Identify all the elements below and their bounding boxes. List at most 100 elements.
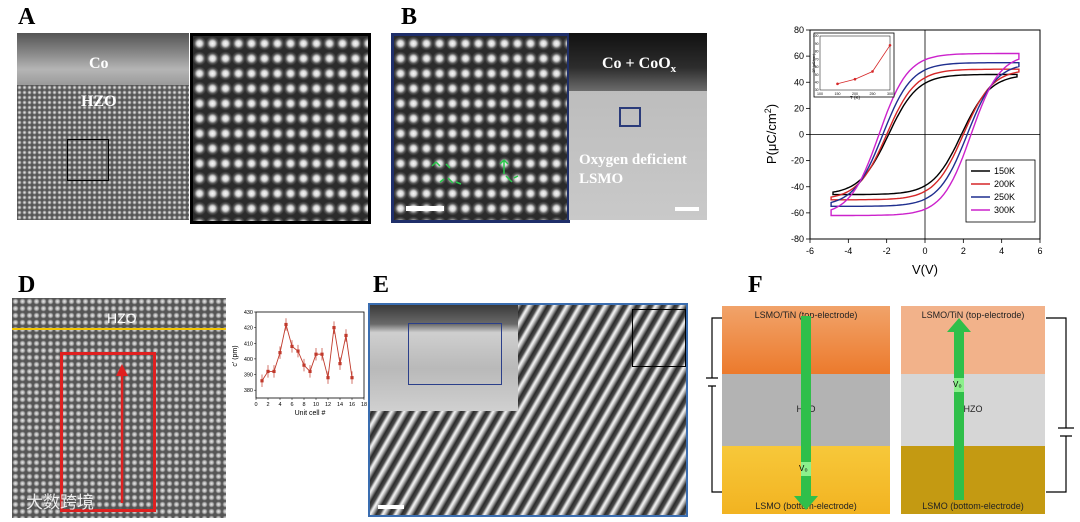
legend: 150K 200K 250K 300K bbox=[971, 166, 1015, 215]
y-tick-label: 380 bbox=[244, 388, 253, 394]
y-tick-label: 60 bbox=[794, 51, 804, 61]
x-tick-label: 4 bbox=[999, 246, 1004, 256]
zoom-region-box bbox=[67, 139, 109, 181]
data-point bbox=[296, 349, 300, 353]
left-circuit bbox=[706, 317, 722, 493]
loop-200K bbox=[830, 68, 1020, 201]
inset-series-line bbox=[837, 45, 891, 85]
inset-y-tick-label: 50 bbox=[815, 73, 819, 77]
hysteresis-loops bbox=[830, 52, 1020, 217]
x-tick-label: 6 bbox=[1037, 246, 1042, 256]
c-prime-vs-unit-cell-chart: 0 2 4 6 8 10 12 14 16 18 380 390 400 410 420 430 Unit c… bbox=[232, 310, 367, 417]
inset-x-tick-label: 100 bbox=[817, 92, 823, 96]
panel-a-label: A bbox=[18, 4, 36, 30]
y-tick-label: -80 bbox=[791, 234, 804, 244]
y-tick-label: 420 bbox=[244, 326, 253, 332]
loop-300K bbox=[830, 52, 1020, 217]
co-coox-label: Co + CoOx bbox=[602, 55, 677, 76]
inset-point bbox=[836, 82, 839, 86]
data-point bbox=[350, 376, 354, 380]
panel-b-stem-overview: Co + CoOx Oxygen deficient LSMO bbox=[569, 33, 707, 220]
hzo-label: HZO bbox=[107, 310, 137, 326]
data-point bbox=[338, 362, 342, 366]
loop-250K bbox=[830, 62, 1020, 207]
data-point bbox=[260, 379, 264, 383]
legend-label: 200K bbox=[994, 179, 1015, 189]
data-point bbox=[308, 369, 312, 374]
inset-y-tick-label: 80 bbox=[815, 50, 819, 54]
y-tick-label: 410 bbox=[244, 341, 253, 347]
inset-point bbox=[853, 77, 857, 81]
panel-e-lattice bbox=[368, 303, 688, 517]
inset-frame bbox=[813, 32, 895, 98]
zoom-region-box bbox=[619, 107, 641, 127]
plot-frame bbox=[255, 311, 365, 399]
x-tick-label: 12 bbox=[325, 402, 331, 408]
inset-y-tick-label: 60 bbox=[815, 65, 819, 69]
hzo-label: HZO bbox=[963, 404, 983, 414]
x-tick-label: 2 bbox=[961, 246, 966, 256]
top-electrode: LSMO/TiN (top-electrode) bbox=[901, 306, 1045, 374]
data-point bbox=[272, 369, 276, 374]
data-point bbox=[320, 352, 324, 356]
top-electrode-label: LSMO/TiN (top-electrode) bbox=[921, 310, 1025, 320]
inset-point bbox=[871, 70, 874, 73]
device-left: LSMO/TiN (top-electrode) HZO LSMO (botto… bbox=[722, 306, 890, 514]
panel-e-label: E bbox=[373, 272, 390, 298]
panel-d-stem-image: HZO bbox=[12, 298, 226, 518]
inset-y-tick-label: 100 bbox=[813, 34, 819, 38]
scale-bar bbox=[675, 207, 699, 211]
y-tick-label: -20 bbox=[791, 156, 804, 166]
legend-label: 150K bbox=[994, 166, 1015, 176]
axis-ticks: 0 2 4 6 8 10 12 14 16 18 380 390 400 410 420 430 bbox=[244, 310, 367, 408]
y-tick-label: -60 bbox=[791, 208, 804, 218]
watermark: 大数跨境 bbox=[26, 493, 94, 512]
data-point bbox=[326, 376, 330, 380]
x-tick-label: 16 bbox=[349, 402, 355, 408]
panel-b-label: B bbox=[401, 4, 418, 30]
scale-bar bbox=[378, 505, 404, 509]
x-tick-label: 10 bbox=[313, 402, 319, 408]
measurement-region-box bbox=[60, 352, 156, 512]
panel-b-vacancy-markers bbox=[431, 158, 519, 185]
corner-zoom-box bbox=[632, 309, 686, 367]
x-tick-label: 4 bbox=[278, 402, 281, 408]
panel-d-label: D bbox=[18, 272, 36, 298]
y-tick-label: 80 bbox=[794, 25, 804, 35]
panel-a-zoom-lattice bbox=[190, 33, 371, 224]
y-tick-label: 40 bbox=[794, 77, 804, 87]
inset-x-tick-label: 200 bbox=[852, 92, 858, 96]
measurement-direction-arrow bbox=[116, 364, 128, 503]
y-tick-label: 0 bbox=[799, 130, 804, 140]
co-label: Co bbox=[89, 55, 109, 72]
device-right: LSMO/TiN (top-electrode) HZO LSMO (botto… bbox=[901, 306, 1045, 514]
inset-temperature-plot: 100 150 200 250 300 30 40 50 60 70 80 90 100 T (K) 2P … bbox=[812, 34, 893, 100]
data-point bbox=[266, 369, 270, 374]
x-tick-label: 14 bbox=[337, 402, 343, 408]
x-axis-label: V(V) bbox=[912, 262, 938, 277]
co-coox-layer bbox=[569, 33, 707, 91]
x-tick-label: -6 bbox=[806, 246, 814, 256]
panel-b-zoom-lattice bbox=[391, 33, 570, 223]
co-layer bbox=[17, 33, 189, 85]
data-point bbox=[332, 326, 336, 330]
overview-inset bbox=[370, 305, 518, 411]
scale-bar bbox=[406, 206, 444, 211]
data-point bbox=[290, 344, 294, 348]
legend-label: 300K bbox=[994, 205, 1015, 215]
x-axis-label: Unit cell # bbox=[295, 410, 326, 417]
loop-150K bbox=[832, 73, 1018, 196]
x-tick-label: 18 bbox=[361, 402, 367, 408]
x-tick-label: -4 bbox=[844, 246, 852, 256]
hzo-label: HZO bbox=[81, 93, 117, 110]
bottom-electrode-label: LSMO (bottom-electrode) bbox=[922, 501, 1024, 511]
inset-x-tick-label: 250 bbox=[870, 92, 876, 96]
zoom-region-box bbox=[408, 323, 502, 385]
hzo-layer: HZO bbox=[901, 374, 1045, 446]
inset-x-tick-label: 150 bbox=[835, 92, 841, 96]
inset-y-tick-label: 90 bbox=[815, 42, 819, 46]
y-tick-label: -40 bbox=[791, 182, 804, 192]
inset-y-axis-label: 2P (μC/cm²) bbox=[812, 54, 816, 73]
x-tick-label: 6 bbox=[290, 402, 293, 408]
